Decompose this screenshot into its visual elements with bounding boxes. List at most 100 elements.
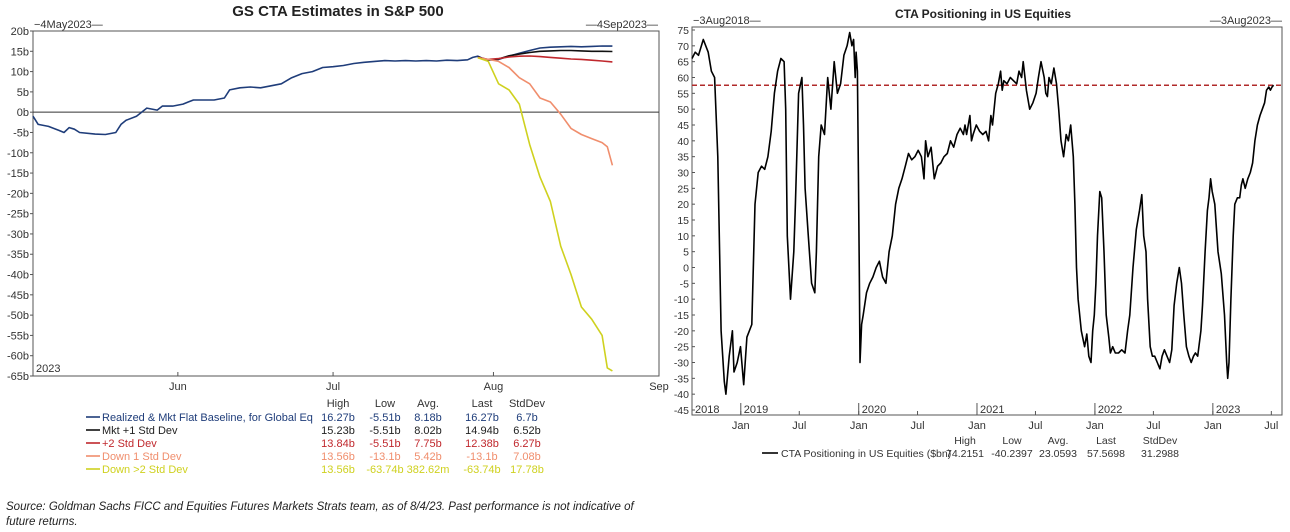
chart-b-y-tick-label: 75 (677, 25, 689, 37)
chart-a-legend-stat: -63.74b (463, 464, 500, 476)
chart-a-legend-stat: 7.08b (513, 451, 541, 463)
chart-b-y-tick-label: -35 (674, 373, 689, 385)
chart-b-y-tick-label: 50 (677, 104, 689, 116)
chart-a-legend-stat: -13.1b (466, 451, 497, 463)
chart-b-y-tick-label: 70 (677, 41, 689, 53)
chart-a-legend-stat: 15.23b (321, 425, 355, 437)
chart-b-legend-header: Last (1096, 435, 1116, 447)
chart-a-series-line-0 (32, 45, 613, 136)
chart-a-legend-stat: 13.56b (321, 464, 355, 476)
chart-a-title: GS CTA Estimates in S&P 500 (232, 3, 443, 20)
chart-b-year-label: 2018 (695, 404, 719, 416)
chart-b-year-label: 2023 (1216, 404, 1240, 416)
chart-a-y-tick-label: -30b (7, 229, 29, 241)
chart-a-y-tick-label: -35b (7, 249, 29, 261)
chart-b-y-tick-label: 15 (677, 215, 689, 227)
chart-b-legend-stat: 74.2151 (946, 448, 984, 460)
chart-b-year-label: 2021 (980, 404, 1004, 416)
chart-b-series-line-0 (691, 31, 1275, 395)
chart-a-y-tick-label: -20b (7, 188, 29, 200)
chart-b-legend-header: Avg. (1048, 435, 1069, 447)
chart-a-y-tick-label: 20b (11, 26, 29, 38)
chart-a-y-tick-label: -55b (7, 330, 29, 342)
chart-b-legend-stat: 31.2988 (1141, 448, 1179, 460)
chart-a-y-tick-label: -50b (7, 310, 29, 322)
chart-a-legend-header: Last (472, 398, 493, 410)
chart-b-month-label: Jan (732, 420, 750, 432)
chart-a-legend-stat: 382.62m (407, 464, 450, 476)
chart-a-legend-stat: 6.27b (513, 438, 541, 450)
chart-a-y-tick-label: -40b (7, 270, 29, 282)
chart-a-legend-stat: 16.27b (321, 412, 355, 424)
chart-a-end-label: —4Sep2023— (586, 19, 658, 31)
chart-a-legend-stat: -5.51b (369, 425, 400, 437)
chart-b-legend-stat: -40.2397 (991, 448, 1033, 460)
chart-b-year-label: 2022 (1098, 404, 1122, 416)
chart-b-y-tick-label: 25 (677, 183, 689, 195)
chart-gs-cta-estimates: GS CTA Estimates in S&P 500 −4May2023— —… (7, 3, 669, 476)
chart-a-legend-header: StdDev (509, 398, 546, 410)
chart-a-legend-stat: 7.75b (414, 438, 442, 450)
chart-a-legend-stat: 5.42b (414, 451, 442, 463)
chart-a-y-tick-label: -45b (7, 290, 29, 302)
chart-a-legend-stat: 13.56b (321, 451, 355, 463)
chart-a-legend-stat: -5.51b (369, 412, 400, 424)
chart-b-start-label: −3Aug2018— (693, 15, 761, 27)
chart-b-y-tick-label: 40 (677, 136, 689, 148)
chart-b-y-tick-label: 5 (683, 247, 689, 259)
chart-a-series-line-3 (477, 57, 614, 166)
chart-a-x-tick-label: Jul (326, 381, 340, 393)
chart-a-legend-label: Mkt +1 Std Dev (102, 425, 178, 437)
chart-a-plot-area (32, 30, 660, 377)
chart-a-y-tick-label: 5b (17, 87, 29, 99)
chart-b-y-tick-label: -20 (674, 326, 689, 338)
chart-b-y-tick-label: -10 (674, 294, 689, 306)
chart-a-legend-label: Realized & Mkt Flat Baseline, for Global… (102, 412, 313, 424)
chart-a-legend-stat: 6.7b (516, 412, 537, 424)
chart-b-y-tick-label: -5 (680, 278, 689, 290)
chart-a-y-axis: 20b 15b 10b 5b 0b -5b -10b -15b -20b -25b -30b -35b… (7, 26, 33, 383)
chart-b-y-tick-label: 60 (677, 73, 689, 85)
chart-a-y-tick-label: -10b (7, 148, 29, 160)
chart-b-y-tick-label: 30 (677, 168, 689, 180)
chart-b-legend-header: StdDev (1143, 435, 1178, 447)
chart-b-month-label: Jul (1264, 420, 1278, 432)
chart-b-month-label: Jan (1204, 420, 1222, 432)
chart-a-y-tick-label: -5b (13, 127, 29, 139)
chart-a-x-tick-label: Aug (484, 381, 504, 393)
chart-b-y-tick-label: -40 (674, 389, 689, 401)
chart-a-x-tick-label: Jun (169, 381, 187, 393)
chart-a-y-tick-label: -65b (7, 371, 29, 383)
chart-a-legend-stat: 14.94b (465, 425, 499, 437)
chart-b-month-label: Jan (1086, 420, 1104, 432)
source-note: Source: Goldman Sachs FICC and Equities … (6, 501, 634, 528)
chart-a-year-label: 2023 (36, 363, 60, 375)
chart-b-year-label: 2019 (744, 404, 768, 416)
chart-b-y-tick-label: 55 (677, 88, 689, 100)
chart-b-year-label: 2020 (862, 404, 886, 416)
chart-b-legend-stat: 23.0593 (1039, 448, 1077, 460)
chart-b-legend-stat: 57.5698 (1087, 448, 1125, 460)
chart-a-legend-stat: 16.27b (465, 412, 499, 424)
chart-a-legend-stat: -5.51b (369, 438, 400, 450)
chart-b-y-tick-label: -30 (674, 358, 689, 370)
chart-b-y-tick-label: 20 (677, 199, 689, 211)
chart-b-month-label: Jul (792, 420, 806, 432)
chart-a-y-tick-label: 10b (11, 67, 29, 79)
chart-a-y-tick-label: -25b (7, 209, 29, 221)
chart-b-month-label: Jan (850, 420, 868, 432)
chart-b-y-tick-label: -15 (674, 310, 689, 322)
chart-a-y-tick-label: -60b (7, 351, 29, 363)
chart-a-legend-stat: 12.38b (465, 438, 499, 450)
chart-a-legend: High Low Avg. Last StdDev Realized & Mkt Flat… (86, 398, 546, 476)
chart-a-legend-stat: 8.18b (414, 412, 442, 424)
chart-b-y-tick-label: -45 (674, 405, 689, 417)
chart-b-y-tick-label: -25 (674, 342, 689, 354)
chart-a-start-label: −4May2023— (34, 19, 103, 31)
chart-cta-positioning: CTA Positioning in US Equities −3Aug2018… (674, 7, 1283, 460)
chart-b-legend-label: CTA Positioning in US Equities ($bn) (781, 448, 951, 460)
chart-a-legend-header: Avg. (417, 398, 439, 410)
chart-a-legend-label: Down >2 Std Dev (102, 464, 188, 476)
chart-a-legend-stat: 8.02b (414, 425, 442, 437)
